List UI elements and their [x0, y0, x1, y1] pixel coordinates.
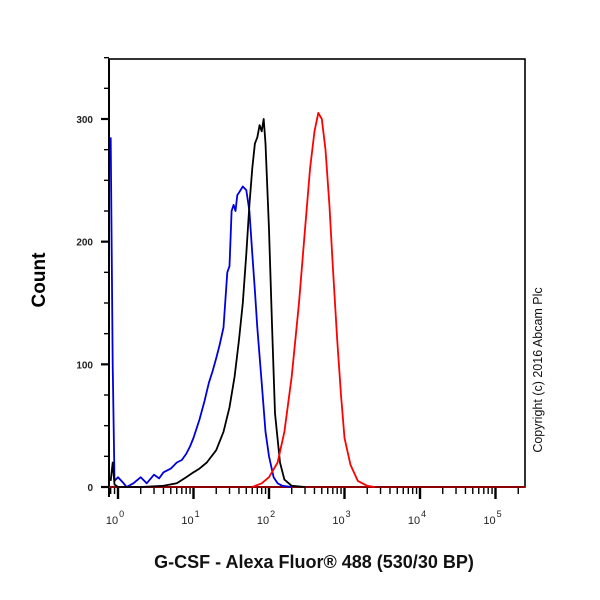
x-tick-label: 103: [332, 509, 350, 527]
x-tick-exponent: 5: [497, 509, 502, 519]
series-group: [109, 112, 375, 488]
copyright-notice: Copyright (c) 2016 Abcam Plc: [531, 287, 545, 453]
y-tick-label: 300: [76, 115, 93, 126]
x-tick-label: 105: [483, 509, 501, 527]
y-axis-label: Count: [29, 252, 50, 308]
x-tick-label: 100: [106, 509, 124, 527]
histogram-line-unlabelled-control: [109, 137, 292, 488]
x-tick-exponent: 2: [270, 509, 275, 519]
histogram-line-isotype-control: [109, 118, 306, 488]
axes: [101, 56, 526, 499]
x-tick-exponent: 0: [119, 509, 124, 519]
y-tick-label: 0: [87, 483, 93, 494]
x-tick-exponent: 3: [346, 509, 351, 519]
x-tick-label: 102: [257, 509, 275, 527]
x-tick-exponent: 4: [421, 509, 426, 519]
y-tick-label: 100: [76, 360, 93, 371]
x-axis-label: G-CSF - Alexa Fluor® 488 (530/30 BP): [154, 552, 474, 572]
x-tick-label: 104: [408, 509, 426, 527]
y-tick-label: 200: [76, 238, 93, 249]
x-tick-label: 101: [181, 509, 199, 527]
histogram-line-g-csf-antibody: [251, 112, 375, 488]
x-tick-exponent: 1: [195, 509, 200, 519]
